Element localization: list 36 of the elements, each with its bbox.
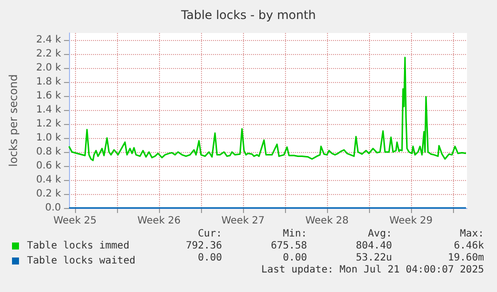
y-tick-label: 1.8 k: [36, 76, 62, 88]
x-tick-label: Week 25: [53, 216, 97, 226]
x-tick-label: Week 28: [305, 216, 349, 226]
chart-title: Table locks - by month: [180, 8, 316, 22]
text: 0.00: [282, 252, 307, 264]
y-tick-label: 0.0: [45, 202, 61, 214]
x-tick-label: Week 26: [137, 216, 181, 226]
text: 53.22u: [356, 252, 392, 264]
text: 804.40: [356, 240, 392, 252]
text: 675.58: [270, 240, 307, 252]
text: Last update: Mon Jul 21 04:00:07 2025: [261, 264, 484, 276]
text: 792.36: [186, 240, 222, 252]
legend-label: Table locks waited: [27, 256, 136, 266]
text: Avg:: [368, 228, 392, 240]
y-tick-label: 0.8 k: [36, 146, 62, 158]
y-tick-label: 2.0 k: [36, 62, 62, 74]
y-tick-label: 0.2 k: [36, 188, 62, 200]
line-series: [68, 56, 467, 162]
text: Min:: [282, 228, 307, 240]
y-tick-label: 1.2 k: [36, 118, 62, 130]
x-tick-label: Week 29: [389, 216, 433, 226]
text: 6.46k: [454, 240, 484, 252]
y-tick-label: 0.4 k: [36, 174, 62, 186]
y-tick-label: 0.6 k: [36, 160, 62, 172]
text: 19.60m: [448, 252, 484, 264]
x-tick-label: Week 27: [221, 216, 265, 226]
y-tick-label: 1.0 k: [36, 132, 62, 144]
text: Cur:: [198, 228, 222, 240]
y-tick-label: 1.6 k: [36, 90, 62, 102]
text: 0.00: [198, 252, 222, 264]
y-tick-label: 2.2 k: [36, 48, 62, 60]
y-tick-label: 1.4 k: [36, 104, 62, 116]
y-tick-label: 2.4 k: [36, 34, 62, 46]
y-axis-title: locks per second: [7, 74, 20, 167]
text: Max:: [460, 228, 484, 240]
legend-label: Table locks immed: [27, 240, 130, 252]
